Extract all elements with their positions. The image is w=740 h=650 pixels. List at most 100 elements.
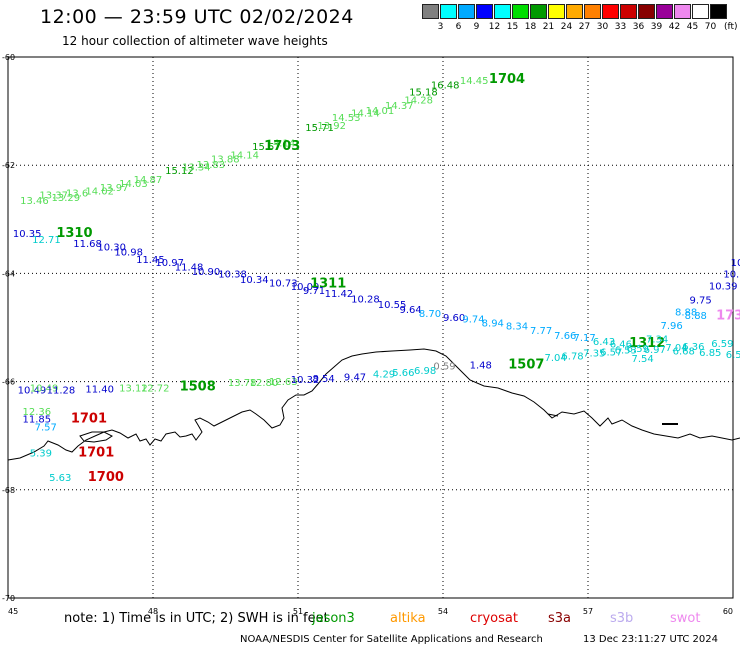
wave-height-label: 4.29: [373, 369, 395, 380]
y-tick-label: -62: [2, 161, 15, 170]
wave-height-label: 6.36: [682, 342, 704, 353]
y-tick-label: -66: [2, 378, 15, 387]
legend-swatch: [458, 4, 475, 19]
pass-time-label: 1507: [508, 358, 544, 373]
legend-label: 30: [596, 22, 609, 32]
legend-swatch: [440, 4, 457, 19]
wave-height-label: 6.59: [711, 339, 733, 350]
wave-height-label: 14.14: [351, 109, 380, 120]
satellite-label: s3b: [610, 611, 634, 626]
page-subtitle: 12 hour collection of altimeter wave hei…: [62, 34, 328, 48]
wave-height-label: 15.57: [252, 142, 281, 153]
satellite-label: altika: [390, 611, 426, 626]
wave-height-label: 10.30: [97, 243, 126, 254]
wave-height-label: 6.5: [726, 350, 740, 361]
wave-height-label: 7.57: [35, 422, 57, 433]
wave-height-label: 12.80: [250, 378, 279, 389]
wave-height-label: 14.37: [385, 101, 414, 112]
wave-height-label: 10.97: [155, 258, 184, 269]
wave-height-label: 14.87: [134, 175, 163, 186]
wave-height-label: 13.92: [317, 121, 346, 132]
wave-height-annotations: 13.4613.3713.2913.614.0213.9714.0314.871…: [13, 72, 740, 485]
x-tick-label: 60: [723, 607, 733, 616]
wave-height-label: 10.55: [378, 300, 407, 311]
wave-height-label: 6.57: [600, 348, 622, 359]
wave-height-label: 8.34: [506, 322, 528, 333]
legend-label: 9: [473, 22, 480, 32]
legend-label: 12: [488, 22, 501, 32]
wave-height-label: 14.02: [85, 186, 114, 197]
y-tick-label: -60: [2, 53, 15, 62]
legend-swatch: [710, 4, 727, 19]
wave-height-label: 11.48: [175, 263, 204, 274]
satellite-label: cryosat: [470, 611, 518, 626]
wave-height-label: 14.45: [460, 76, 489, 87]
wave-height-label: 9.75: [690, 296, 712, 307]
wave-height-label: 8.88: [685, 311, 707, 322]
wave-height-label: 13.78: [228, 378, 257, 389]
legend-swatch: [602, 4, 619, 19]
wave-height-label: 10.49: [18, 386, 47, 397]
x-tick-label: 57: [583, 607, 593, 616]
legend-label: 27: [578, 22, 591, 32]
wave-height-label: 8.54: [313, 374, 335, 385]
wave-height-label: 13.34: [182, 163, 211, 174]
wave-height-label: 13.12: [119, 383, 148, 394]
y-tick-label: -64: [2, 269, 15, 278]
wave-height-label: 13.6: [66, 189, 88, 200]
wave-height-label: 14.03: [119, 179, 148, 190]
wave-height-label: 6.53: [615, 345, 637, 356]
legend-swatch: [476, 4, 493, 19]
legend-swatch: [566, 4, 583, 19]
pass-time-label: 1312: [629, 336, 665, 351]
y-tick-label: -70: [2, 594, 15, 603]
x-tick-label: 48: [148, 607, 158, 616]
wave-height-label: 15.18: [409, 87, 438, 98]
pass-time-label: 1700: [88, 470, 124, 485]
wave-height-label: 10.38: [218, 270, 247, 281]
pass-time-label: 173: [716, 308, 740, 323]
wave-height-label: 12.72: [141, 383, 170, 394]
wave-height-label: 11.40: [85, 384, 114, 395]
legend-label: 33: [614, 22, 627, 32]
wave-height-label: 6.43: [593, 337, 615, 348]
legend-swatch: [620, 4, 637, 19]
wave-height-label: 8.88: [675, 308, 697, 319]
color-scale-legend: 3 6 9 12 15 18 21 24 27 30 33 36 39 42 45 70 (ft): [422, 4, 738, 36]
wave-height-label: 6.78: [561, 351, 583, 362]
pass-time-label: 1703: [264, 139, 300, 154]
legend-swatch: [422, 4, 439, 19]
wave-height-label: 11.42: [325, 289, 354, 300]
wave-height-label: 10.98: [114, 248, 143, 259]
legend-swatch: [638, 4, 655, 19]
wave-height-label: 7.34: [646, 335, 668, 346]
legend-label: 18: [524, 22, 537, 32]
wave-height-label: 15.71: [305, 123, 334, 134]
wave-height-label: 12.36: [23, 407, 52, 418]
map-frame: [7, 56, 734, 599]
wave-height-label: 14.28: [404, 96, 433, 107]
pass-time-label: 1508: [180, 379, 216, 394]
wave-height-label: 8.70: [419, 309, 441, 320]
legend-label: 3: [437, 22, 444, 32]
wave-height-label: 10: [731, 258, 740, 269]
legend-label: 39: [650, 22, 663, 32]
wave-height-label: 5.66: [392, 368, 414, 379]
legend-swatch: [548, 4, 565, 19]
wave-height-label: 13.88: [211, 154, 240, 165]
pass-time-label: 1704: [489, 72, 525, 87]
wave-height-label: 9.64: [400, 305, 422, 316]
wave-height-label: 11.28: [47, 386, 76, 397]
legend-swatch: [494, 4, 511, 19]
legend-swatch: [512, 4, 529, 19]
legend-swatch: [692, 4, 709, 19]
wave-height-label: 0.59: [433, 362, 455, 373]
wave-height-label: 10.73: [269, 278, 298, 289]
wave-height-label: 7.04: [545, 353, 567, 364]
footer-credit: NOAA/NESDIS Center for Satellite Applica…: [240, 634, 543, 645]
wave-height-label: 13.29: [52, 193, 81, 204]
x-tick-label: 54: [438, 607, 448, 616]
wave-height-label: 1.48: [470, 361, 492, 372]
wave-height-label: 11.85: [23, 415, 52, 426]
coastal-dash-2: [547, 413, 559, 417]
